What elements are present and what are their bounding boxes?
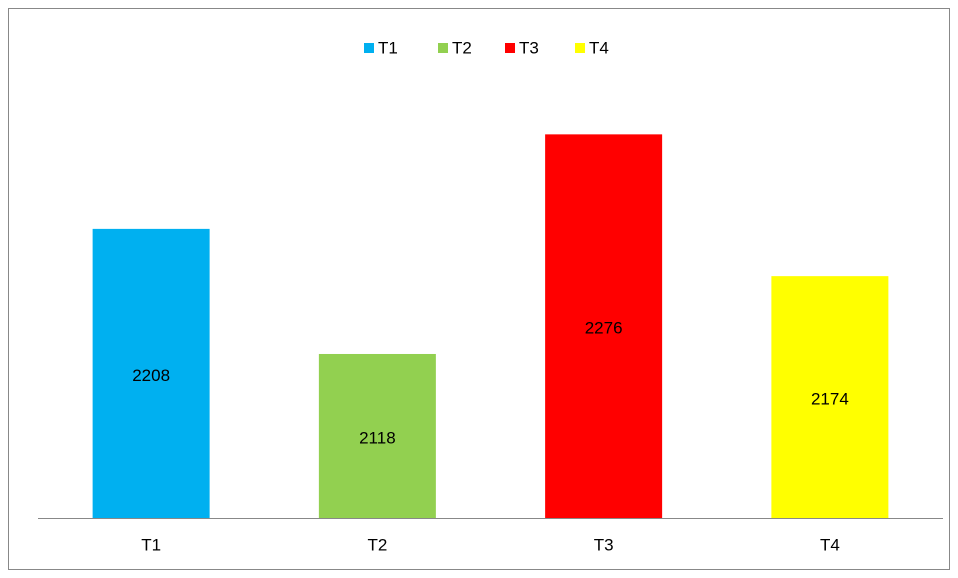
legend-label: T4 (589, 38, 609, 57)
legend-swatch (364, 43, 374, 53)
legend-swatch (505, 43, 515, 53)
x-tick-label: T3 (594, 535, 614, 554)
data-label: 2276 (585, 319, 623, 338)
legend-label: T2 (452, 38, 472, 57)
data-label: 2118 (359, 428, 396, 447)
legend-label: T3 (519, 38, 539, 57)
legend-label: T1 (378, 38, 398, 57)
data-label: 2208 (132, 366, 170, 385)
x-tick-label: T4 (820, 535, 840, 554)
bar (771, 276, 889, 518)
x-tick-label: T1 (141, 535, 161, 554)
bar (318, 353, 436, 518)
legend-swatch (575, 43, 585, 53)
legend-swatch (438, 43, 448, 53)
x-tick-label: T2 (367, 535, 387, 554)
bar (545, 134, 663, 519)
data-label: 2174 (811, 390, 849, 409)
bar (92, 228, 210, 518)
